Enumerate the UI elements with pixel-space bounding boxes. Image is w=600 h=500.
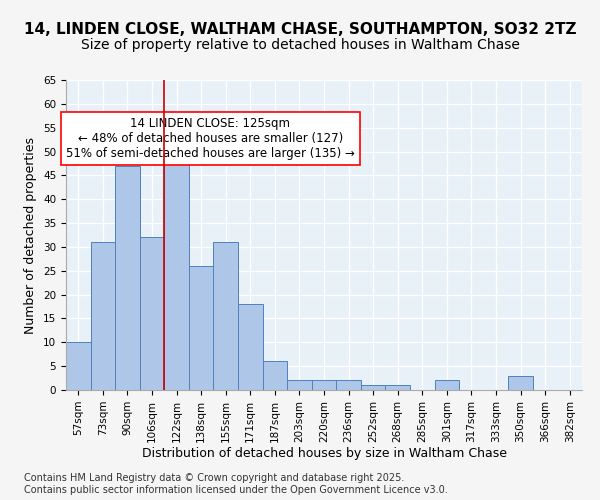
- Bar: [385, 385, 410, 390]
- Bar: [312, 380, 336, 390]
- Bar: [164, 142, 189, 390]
- Bar: [66, 342, 91, 390]
- Bar: [189, 266, 214, 390]
- Y-axis label: Number of detached properties: Number of detached properties: [25, 136, 37, 334]
- Text: 14 LINDEN CLOSE: 125sqm
← 48% of detached houses are smaller (127)
51% of semi-d: 14 LINDEN CLOSE: 125sqm ← 48% of detache…: [66, 117, 355, 160]
- Bar: [91, 242, 115, 390]
- Bar: [140, 238, 164, 390]
- Bar: [508, 376, 533, 390]
- Bar: [115, 166, 140, 390]
- Bar: [287, 380, 312, 390]
- Bar: [336, 380, 361, 390]
- Text: Size of property relative to detached houses in Waltham Chase: Size of property relative to detached ho…: [80, 38, 520, 52]
- Bar: [263, 362, 287, 390]
- Text: 14, LINDEN CLOSE, WALTHAM CHASE, SOUTHAMPTON, SO32 2TZ: 14, LINDEN CLOSE, WALTHAM CHASE, SOUTHAM…: [24, 22, 576, 38]
- Bar: [434, 380, 459, 390]
- Bar: [361, 385, 385, 390]
- Bar: [214, 242, 238, 390]
- X-axis label: Distribution of detached houses by size in Waltham Chase: Distribution of detached houses by size …: [142, 448, 506, 460]
- Bar: [238, 304, 263, 390]
- Text: Contains HM Land Registry data © Crown copyright and database right 2025.
Contai: Contains HM Land Registry data © Crown c…: [24, 474, 448, 495]
